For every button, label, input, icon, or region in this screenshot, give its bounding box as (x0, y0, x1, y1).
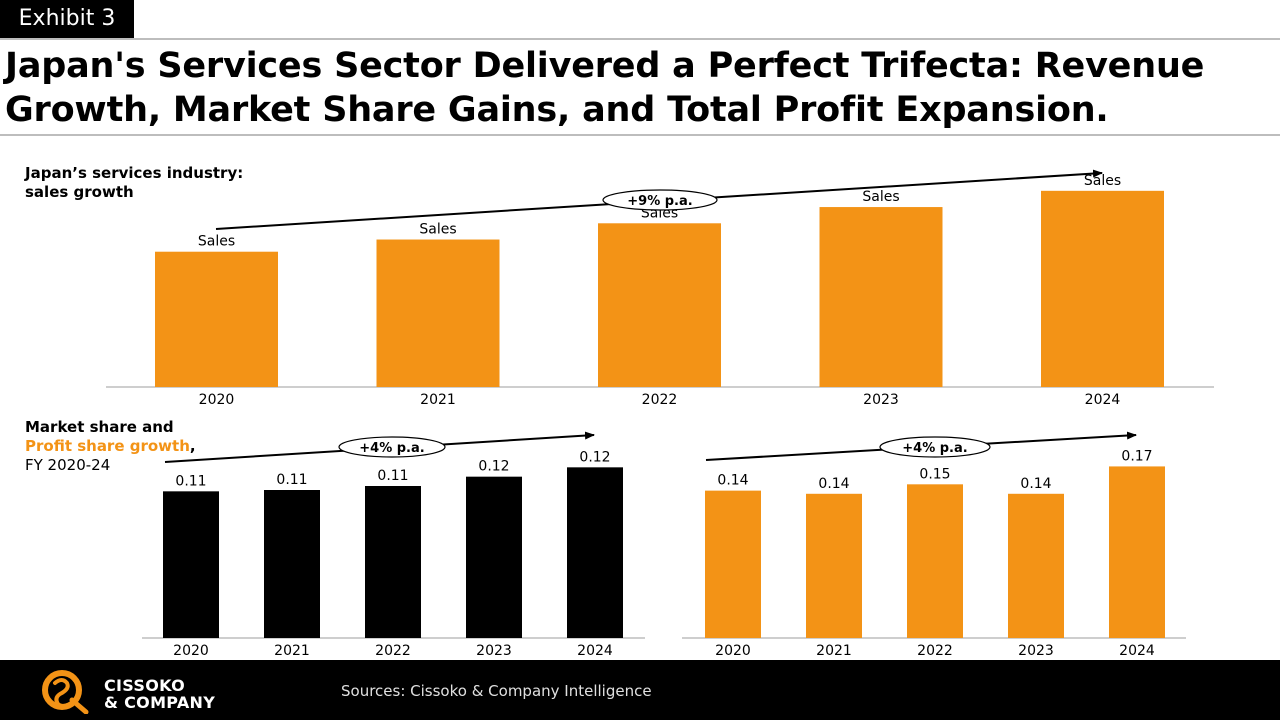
top-divider (0, 38, 1280, 40)
sales-bar-2020 (155, 251, 278, 387)
sales-panel-label-line1: Japan’s services industry: (25, 164, 244, 182)
profit-share-bar-2021 (806, 493, 862, 638)
profit-share-tick-2022: 2022 (917, 643, 953, 659)
brand-name: CISSOKO & COMPANY (104, 677, 215, 711)
share-panel-label-line3: FY 2020-24 (25, 456, 111, 474)
charts-canvas: Sales2020Sales2021Sales2022Sales2023Sale… (106, 169, 1214, 659)
profit-share-bar-2020 (705, 490, 761, 638)
sales-tick-2023: 2023 (863, 392, 899, 408)
profit-share-bar-label-2023: 0.14 (1020, 476, 1051, 492)
brand-name-line2: & COMPANY (104, 693, 216, 712)
share-panel-label-line2: Profit share growth (25, 437, 190, 455)
profit-share-bar-label-2021: 0.14 (818, 476, 849, 492)
sales-bar-label-2023: Sales (862, 189, 899, 205)
sales-tick-2022: 2022 (642, 392, 678, 408)
footer: CISSOKO & COMPANY Sources: Cissoko & Com… (0, 660, 1280, 720)
market-share-bar-2024 (567, 467, 623, 638)
profit-share-bar-label-2022: 0.15 (919, 466, 950, 482)
title-divider (0, 134, 1280, 136)
share-panel-label-comma: , (189, 437, 196, 455)
sales-bar-label-2020: Sales (198, 234, 235, 250)
sales-growth-pill (602, 189, 718, 211)
market-share-growth-pill (338, 436, 446, 458)
sales-bar-2021 (376, 239, 500, 387)
market-share-tick-2024: 2024 (577, 643, 613, 659)
sales-tick-2020: 2020 (199, 392, 235, 408)
market-share-tick-2023: 2023 (476, 643, 512, 659)
profit-share-bar-2024 (1109, 466, 1165, 638)
profit-share-tick-2020: 2020 (715, 643, 751, 659)
sales-bar-2022 (598, 223, 721, 387)
market-share-bar-label-2022: 0.11 (377, 468, 408, 484)
ampersand-logo-icon (42, 670, 89, 714)
sources-note: Sources: Cissoko & Company Intelligence (341, 682, 652, 700)
market-share-bar-label-2021: 0.11 (276, 472, 307, 488)
sales-panel-label-line2: sales growth (25, 183, 134, 201)
profit-share-growth-annotation: +4% p.a. (902, 441, 967, 456)
market-share-bar-2022 (365, 486, 421, 638)
profit-share-bar-label-2024: 0.17 (1121, 448, 1152, 464)
market-share-bar-label-2020: 0.11 (175, 473, 206, 489)
market-share-tick-2020: 2020 (173, 643, 209, 659)
profit-share-bar-label-2020: 0.14 (717, 473, 748, 489)
page-title: Japan's Services Sector Delivered a Perf… (5, 46, 1205, 130)
market-share-growth-annotation: +4% p.a. (359, 441, 424, 456)
market-share-bar-2023 (466, 476, 522, 638)
exhibit-tag: Exhibit 3 (0, 0, 134, 38)
market-share-bar-label-2023: 0.12 (478, 459, 509, 475)
market-share-tick-2022: 2022 (375, 643, 411, 659)
profit-share-tick-2023: 2023 (1018, 643, 1054, 659)
profit-share-bar-2023 (1008, 493, 1064, 638)
sales-bar-2023 (819, 207, 943, 387)
sales-bar-label-2021: Sales (419, 222, 456, 238)
profit-share-bar-2022 (907, 484, 963, 638)
brand-name-line1: CISSOKO (104, 676, 186, 695)
profit-share-tick-2024: 2024 (1119, 643, 1155, 659)
market-share-bar-2021 (264, 490, 320, 638)
share-panel-label: Market share and Profit share growth, FY… (25, 418, 196, 475)
sales-bar-label-2024: Sales (1084, 173, 1121, 189)
sales-growth-annotation: +9% p.a. (627, 194, 692, 209)
sales-tick-2021: 2021 (420, 392, 456, 408)
market-share-tick-2021: 2021 (274, 643, 310, 659)
sales-panel-label: Japan’s services industry: sales growth (25, 164, 243, 202)
profit-share-growth-pill (879, 436, 991, 458)
market-share-bar-2020 (163, 491, 219, 638)
sales-bar-2024 (1041, 190, 1164, 387)
share-panel-label-line2-wrap: Profit share growth, (25, 437, 196, 456)
sales-tick-2024: 2024 (1085, 392, 1121, 408)
profit-share-tick-2021: 2021 (816, 643, 852, 659)
share-panel-label-line1: Market share and (25, 418, 174, 436)
market-share-bar-label-2024: 0.12 (579, 449, 610, 465)
